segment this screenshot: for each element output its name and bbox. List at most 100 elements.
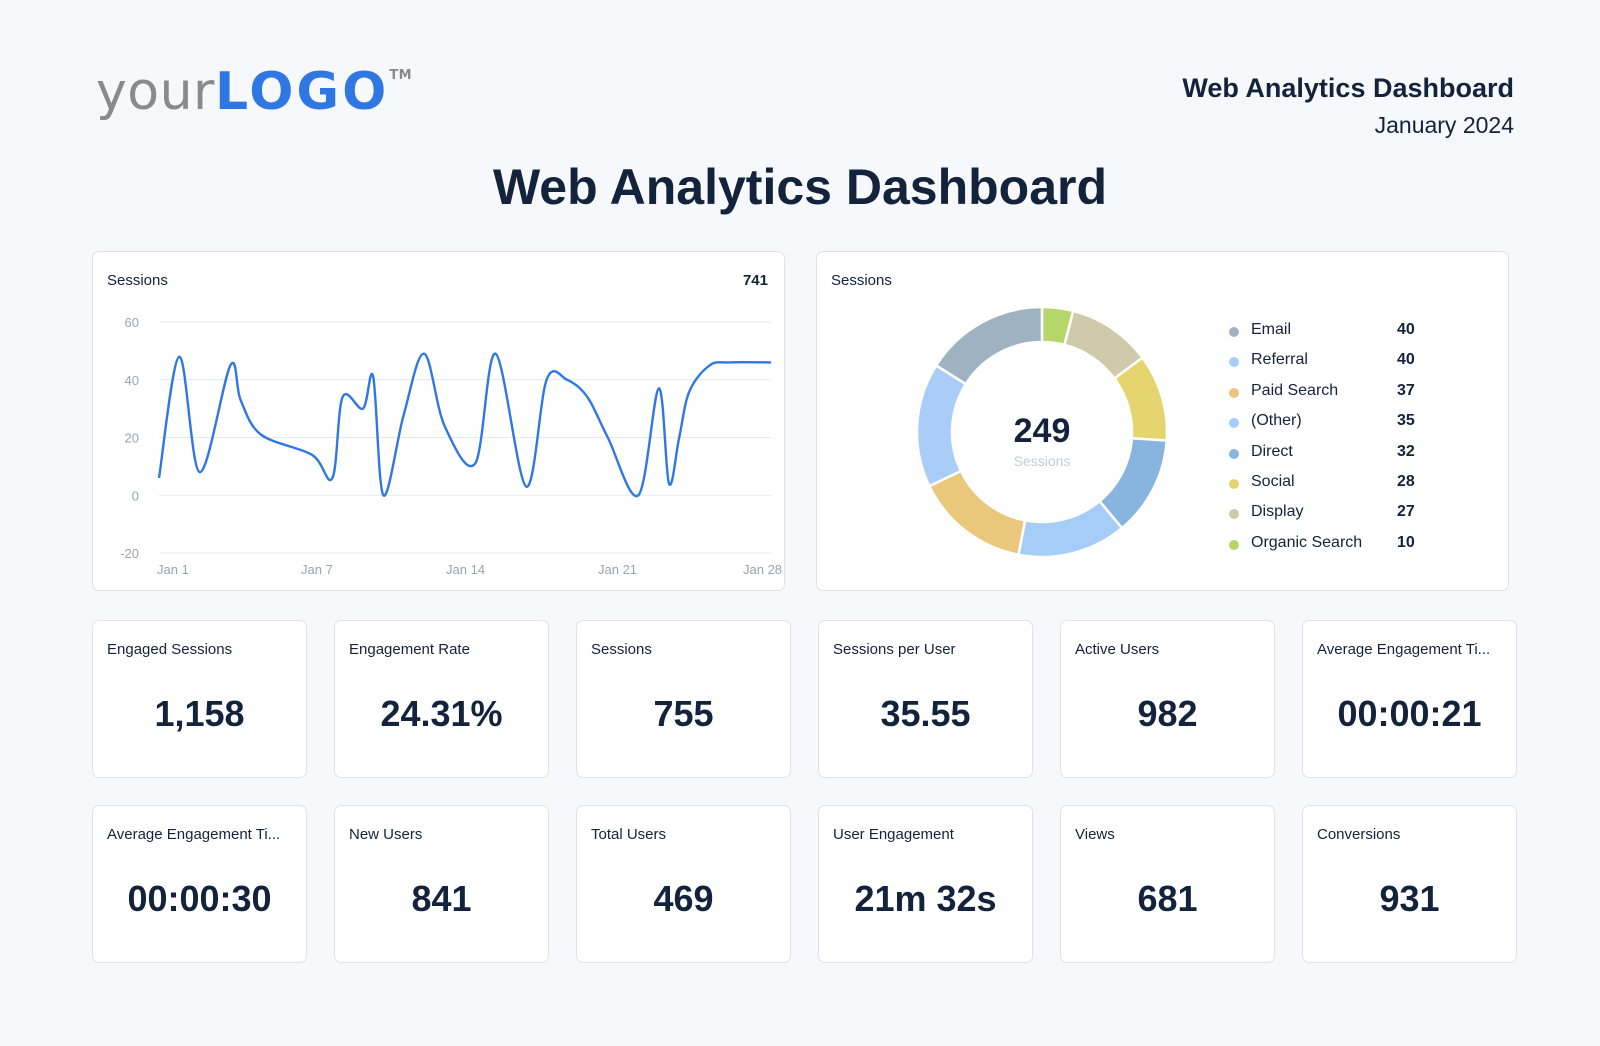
card-total: 741: [742, 272, 768, 289]
legend-label: Display: [1251, 503, 1304, 521]
card-label: Sessions: [107, 272, 168, 289]
x-tick-label: Jan 28: [743, 562, 782, 577]
legend-value: 40: [1397, 351, 1415, 369]
logo-prefix: your: [96, 62, 215, 122]
kpi-label: Engaged Sessions: [107, 641, 233, 658]
donut-slice-other: [1017, 499, 1124, 557]
sessions-donut-chart: [917, 307, 1167, 557]
kpi-card-total-users: Total Users 469: [576, 805, 791, 963]
kpi-value: 00:00:21: [1337, 693, 1482, 734]
legend-label: Direct: [1251, 442, 1293, 460]
kpi-card-average-engagement-time-2: Average Engagement Ti... 00:00:30: [92, 805, 307, 963]
kpi-card-views: Views 681: [1060, 805, 1275, 963]
legend-item: Organic Search 10: [1229, 534, 1429, 564]
legend-value: 10: [1397, 533, 1415, 551]
card-label: Sessions: [831, 272, 892, 289]
x-tick-label: Jan 7: [301, 562, 333, 577]
kpi-value: 24.31%: [380, 693, 503, 734]
legend-item: Display 27: [1229, 503, 1429, 533]
kpi-label: User Engagement: [833, 826, 954, 843]
legend-item: Social 28: [1229, 473, 1429, 503]
legend-swatch: [1229, 418, 1239, 429]
legend-swatch: [1229, 448, 1239, 459]
legend-swatch: [1229, 539, 1239, 550]
kpi-value: 755: [653, 693, 714, 734]
logo-trademark: TM: [389, 68, 413, 83]
kpi-card-engagement-rate: Engagement Rate 24.31%: [334, 620, 549, 778]
sessions-donut-chart-card: Sessions 249 Sessions Email 40 Referral 40 P…: [816, 251, 1509, 591]
report-title: Web Analytics Dashboard: [1182, 73, 1514, 103]
donut-center: 249 Sessions: [972, 412, 1112, 469]
y-tick-label: 60: [125, 315, 139, 330]
donut-slice-paid-search: [927, 469, 1027, 557]
legend-value: 35: [1397, 412, 1415, 430]
kpi-value: 841: [411, 878, 472, 919]
sessions-line-chart: 60 40 20 0 -20 Jan 1 Jan 7 Jan 14 Jan 21 Jan 28: [120, 315, 782, 577]
legend-item: Direct 32: [1229, 443, 1429, 473]
donut-legend: Email 40 Referral 40 Paid Search 37 (Other) 35 D…: [1229, 321, 1429, 564]
sessions-line-chart-card: Sessions 741 60 40 20 0 -20 Jan 1 Jan 7 Jan 14 J…: [92, 251, 785, 591]
y-tick-label: 40: [125, 373, 139, 388]
sessions-series-line: [157, 352, 772, 498]
legend-item: Referral 40: [1229, 351, 1429, 381]
y-tick-label: 20: [125, 431, 139, 446]
kpi-card-conversions: Conversions 931: [1302, 805, 1517, 963]
kpi-label: Views: [1075, 826, 1115, 843]
legend-label: Referral: [1251, 351, 1308, 369]
kpi-label: Active Users: [1075, 641, 1160, 658]
kpi-label: Engagement Rate: [349, 641, 470, 658]
legend-label: Organic Search: [1251, 533, 1363, 551]
legend-label: Paid Search: [1251, 381, 1339, 399]
kpi-label: Sessions: [591, 641, 652, 658]
legend-swatch: [1229, 387, 1239, 398]
legend-item: Email 40: [1229, 321, 1429, 351]
y-tick-label: 0: [132, 488, 139, 503]
kpi-value: 1,158: [154, 693, 245, 734]
kpi-value: 00:00:30: [127, 878, 272, 919]
legend-swatch: [1229, 357, 1239, 368]
brand-logo: yourLOGOTM: [96, 62, 412, 122]
kpi-value: 931: [1379, 878, 1440, 919]
kpi-label: Conversions: [1317, 826, 1401, 843]
kpi-card-average-engagement-time: Average Engagement Ti... 00:00:21: [1302, 620, 1517, 778]
legend-label: Email: [1251, 321, 1292, 338]
kpi-card-sessions-per-user: Sessions per User 35.55: [818, 620, 1033, 778]
legend-swatch: [1229, 509, 1239, 520]
kpi-card-sessions: Sessions 755: [576, 620, 791, 778]
report-date: January 2024: [1374, 112, 1514, 138]
y-tick-label: -20: [120, 546, 139, 561]
donut-center-value: 249: [1013, 412, 1071, 450]
kpi-value: 21m 32s: [854, 878, 997, 919]
legend-value: 28: [1397, 472, 1415, 490]
report-header: Web Analytics Dashboard January 2024: [1182, 73, 1514, 139]
kpi-label: Sessions per User: [833, 641, 956, 658]
kpi-card-new-users: New Users 841: [334, 805, 549, 963]
donut-center-label: Sessions: [1013, 453, 1071, 469]
legend-value: 32: [1397, 442, 1415, 460]
legend-swatch: [1229, 327, 1239, 337]
legend-value: 27: [1397, 503, 1415, 521]
kpi-label: New Users: [349, 826, 423, 843]
donut-slice-referral: [917, 363, 968, 488]
legend-swatch: [1229, 478, 1239, 489]
donut-slice-email: [934, 307, 1044, 386]
kpi-value: 681: [1137, 878, 1198, 919]
x-tick-label: Jan 21: [598, 562, 637, 577]
kpi-card-active-users: Active Users 982: [1060, 620, 1275, 778]
legend-item: (Other) 35: [1229, 412, 1429, 442]
legend-value: 37: [1397, 381, 1415, 399]
legend-value: 40: [1397, 321, 1415, 338]
kpi-card-engaged-sessions: Engaged Sessions 1,158: [92, 620, 307, 778]
kpi-value: 982: [1137, 693, 1198, 734]
kpi-value: 35.55: [880, 693, 971, 734]
kpi-card-user-engagement: User Engagement 21m 32s: [818, 805, 1033, 963]
page-title: Web Analytics Dashboard: [492, 159, 1108, 215]
x-tick-label: Jan 1: [157, 562, 189, 577]
kpi-value: 469: [653, 878, 714, 919]
kpi-label: Average Engagement Ti...: [1317, 641, 1491, 658]
x-tick-label: Jan 14: [446, 562, 485, 577]
legend-label: (Other): [1251, 412, 1302, 430]
logo-brand: LOGO: [214, 62, 390, 122]
kpi-label: Average Engagement Ti...: [107, 826, 281, 843]
legend-item: Paid Search 37: [1229, 382, 1429, 412]
